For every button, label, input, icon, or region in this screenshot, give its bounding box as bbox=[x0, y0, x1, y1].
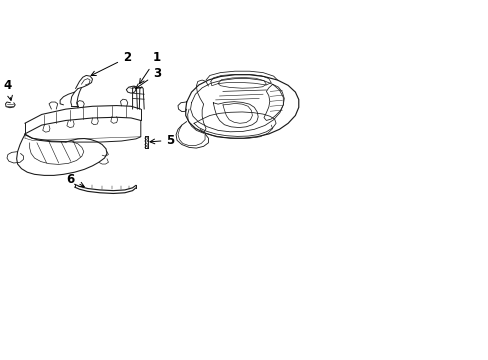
Text: 1: 1 bbox=[139, 51, 161, 84]
Text: 3: 3 bbox=[136, 67, 161, 89]
Text: 2: 2 bbox=[91, 51, 131, 76]
Text: 5: 5 bbox=[150, 134, 174, 147]
Text: 4: 4 bbox=[4, 79, 12, 100]
Text: 6: 6 bbox=[66, 173, 84, 187]
